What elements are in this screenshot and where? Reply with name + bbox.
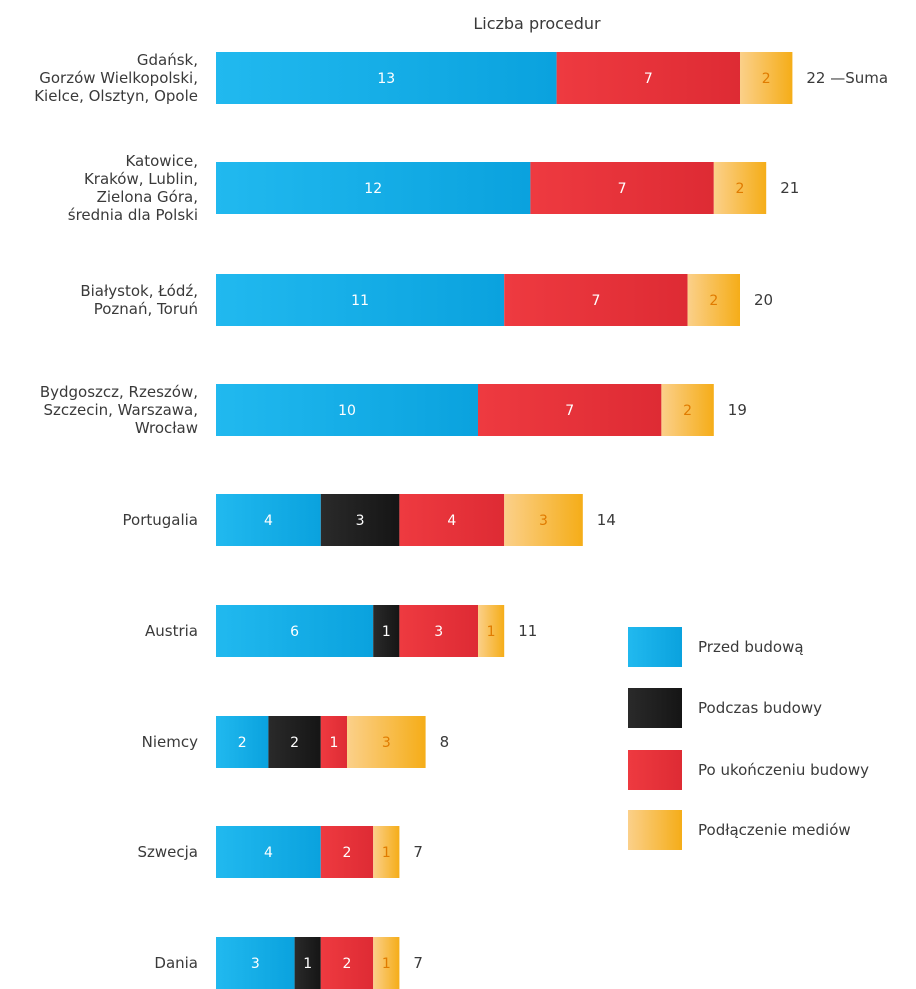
bar-niemcy-podlaczenie-mediow <box>347 716 426 768</box>
bars-layer: Gdańsk, Gorzów Wielkopolski, Kielce, Olszt… <box>34 51 888 989</box>
bar-bydgoszcz-rzeszow-podlaczenie-mediow <box>661 384 714 436</box>
category-label-bydgoszcz-rzeszow: Bydgoszcz, Rzeszów, Szczecin, Warszawa, Wr… <box>40 383 198 437</box>
legend-swatch-podlaczenie-mediow <box>628 810 682 850</box>
value-label-bydgoszcz-rzeszow-po-ukonczeniu-budowy: 7 <box>565 403 574 419</box>
value-label-gdansk-przed-budowa: 13 <box>377 71 395 87</box>
bar-dania-podlaczenie-mediow <box>373 937 400 989</box>
category-label-dania: Dania <box>154 954 198 972</box>
bar-austria-podczas-budowy <box>373 605 400 657</box>
total-label-austria: 11 <box>518 622 537 640</box>
value-label-katowice-przed-budowa: 12 <box>364 181 382 197</box>
value-label-niemcy-podczas-budowy: 2 <box>290 735 299 751</box>
category-label-austria: Austria <box>145 622 198 640</box>
bar-bydgoszcz-rzeszow-po-ukonczeniu-budowy <box>478 384 662 436</box>
legend-swatch-przed-budowa <box>628 627 682 667</box>
bar-gdansk-przed-budowa <box>216 52 557 104</box>
category-label-gdansk: Gdańsk, Gorzów Wielkopolski, Kielce, Olszt… <box>34 51 198 105</box>
bar-niemcy-podczas-budowy <box>268 716 321 768</box>
value-label-austria-przed-budowa: 6 <box>290 624 299 640</box>
value-label-gdansk-podlaczenie-mediow: 2 <box>762 71 771 87</box>
value-label-portugalia-podlaczenie-mediow: 3 <box>539 513 548 529</box>
value-label-dania-przed-budowa: 3 <box>251 956 260 972</box>
legend-swatch-podczas-budowy <box>628 688 682 728</box>
bar-portugalia-podlaczenie-mediow <box>504 494 583 546</box>
value-label-bialystok-lodz-podlaczenie-mediow: 2 <box>709 293 718 309</box>
value-label-szwecja-po-ukonczeniu-budowy: 2 <box>343 845 352 861</box>
value-label-austria-podczas-budowy: 1 <box>382 624 391 640</box>
legend-label-po-ukonczeniu-budowy: Po ukończeniu budowy <box>698 761 869 779</box>
bar-austria-podlaczenie-mediow <box>478 605 505 657</box>
value-label-portugalia-przed-budowa: 4 <box>264 513 273 529</box>
chart-title: Liczba procedur <box>473 14 601 33</box>
bar-bialystok-lodz-podlaczenie-mediow <box>687 274 740 326</box>
total-label-dania: 7 <box>413 954 423 972</box>
bar-szwecja-podlaczenie-mediow <box>373 826 400 878</box>
bar-bialystok-lodz-przed-budowa <box>216 274 505 326</box>
value-label-bydgoszcz-rzeszow-przed-budowa: 10 <box>338 403 356 419</box>
bar-dania-po-ukonczeniu-budowy <box>320 937 374 989</box>
legend-label-przed-budowa: Przed budową <box>698 638 804 656</box>
bar-gdansk-po-ukonczeniu-budowy <box>556 52 740 104</box>
bar-austria-przed-budowa <box>216 605 374 657</box>
bar-katowice-po-ukonczeniu-budowy <box>530 162 714 214</box>
value-label-bialystok-lodz-po-ukonczeniu-budowy: 7 <box>591 293 600 309</box>
value-label-bydgoszcz-rzeszow-podlaczenie-mediow: 2 <box>683 403 692 419</box>
bar-gdansk-podlaczenie-mediow <box>740 52 793 104</box>
total-label-portugalia: 14 <box>597 511 616 529</box>
value-label-austria-podlaczenie-mediow: 1 <box>487 624 496 640</box>
value-label-gdansk-po-ukonczeniu-budowy: 7 <box>644 71 653 87</box>
legend-swatch-po-ukonczeniu-budowy <box>628 750 682 790</box>
value-label-niemcy-po-ukonczeniu-budowy: 1 <box>329 735 338 751</box>
total-label-bialystok-lodz: 20 <box>754 291 773 309</box>
bar-szwecja-przed-budowa <box>216 826 321 878</box>
value-label-niemcy-przed-budowa: 2 <box>238 735 247 751</box>
value-label-dania-podlaczenie-mediow: 1 <box>382 956 391 972</box>
bar-portugalia-po-ukonczeniu-budowy <box>399 494 505 546</box>
value-label-portugalia-podczas-budowy: 3 <box>356 513 365 529</box>
bar-niemcy-przed-budowa <box>216 716 269 768</box>
bar-katowice-przed-budowa <box>216 162 531 214</box>
category-label-katowice: Katowice, Kraków, Lublin, Zielona Góra, śre… <box>68 152 198 224</box>
total-label-szwecja: 7 <box>413 843 423 861</box>
bar-niemcy-po-ukonczeniu-budowy <box>320 716 347 768</box>
bar-bydgoszcz-rzeszow-przed-budowa <box>216 384 478 436</box>
value-label-austria-po-ukonczeniu-budowy: 3 <box>434 624 443 640</box>
bar-portugalia-przed-budowa <box>216 494 321 546</box>
category-label-portugalia: Portugalia <box>123 511 198 529</box>
total-label-gdansk: 22 —Suma <box>806 69 888 87</box>
bar-katowice-podlaczenie-mediow <box>713 162 767 214</box>
category-label-bialystok-lodz: Białystok, Łódź, Poznań, Toruń <box>80 282 198 318</box>
bar-austria-po-ukonczeniu-budowy <box>399 605 478 657</box>
value-label-niemcy-podlaczenie-mediow: 3 <box>382 735 391 751</box>
value-label-katowice-po-ukonczeniu-budowy: 7 <box>618 181 627 197</box>
value-label-bialystok-lodz-przed-budowa: 11 <box>351 293 369 309</box>
legend-label-podlaczenie-mediow: Podłączenie mediów <box>698 821 851 839</box>
legend-label-podczas-budowy: Podczas budowy <box>698 699 822 717</box>
bar-bialystok-lodz-po-ukonczeniu-budowy <box>504 274 688 326</box>
category-label-szwecja: Szwecja <box>138 843 199 861</box>
bar-dania-podczas-budowy <box>294 937 321 989</box>
value-label-katowice-podlaczenie-mediow: 2 <box>736 181 745 197</box>
legend: Przed budową Podczas budowy Po ukończeniu … <box>628 627 869 850</box>
value-label-dania-podczas-budowy: 1 <box>303 956 312 972</box>
total-label-katowice: 21 <box>780 179 799 197</box>
value-label-szwecja-podlaczenie-mediow: 1 <box>382 845 391 861</box>
value-label-szwecja-przed-budowa: 4 <box>264 845 273 861</box>
bar-dania-przed-budowa <box>216 937 295 989</box>
value-label-portugalia-po-ukonczeniu-budowy: 4 <box>447 513 456 529</box>
total-label-bydgoszcz-rzeszow: 19 <box>728 401 747 419</box>
category-label-niemcy: Niemcy <box>142 733 198 751</box>
bar-szwecja-po-ukonczeniu-budowy <box>320 826 374 878</box>
value-label-dania-po-ukonczeniu-budowy: 2 <box>343 956 352 972</box>
bar-portugalia-podczas-budowy <box>320 494 400 546</box>
total-label-niemcy: 8 <box>440 733 450 751</box>
